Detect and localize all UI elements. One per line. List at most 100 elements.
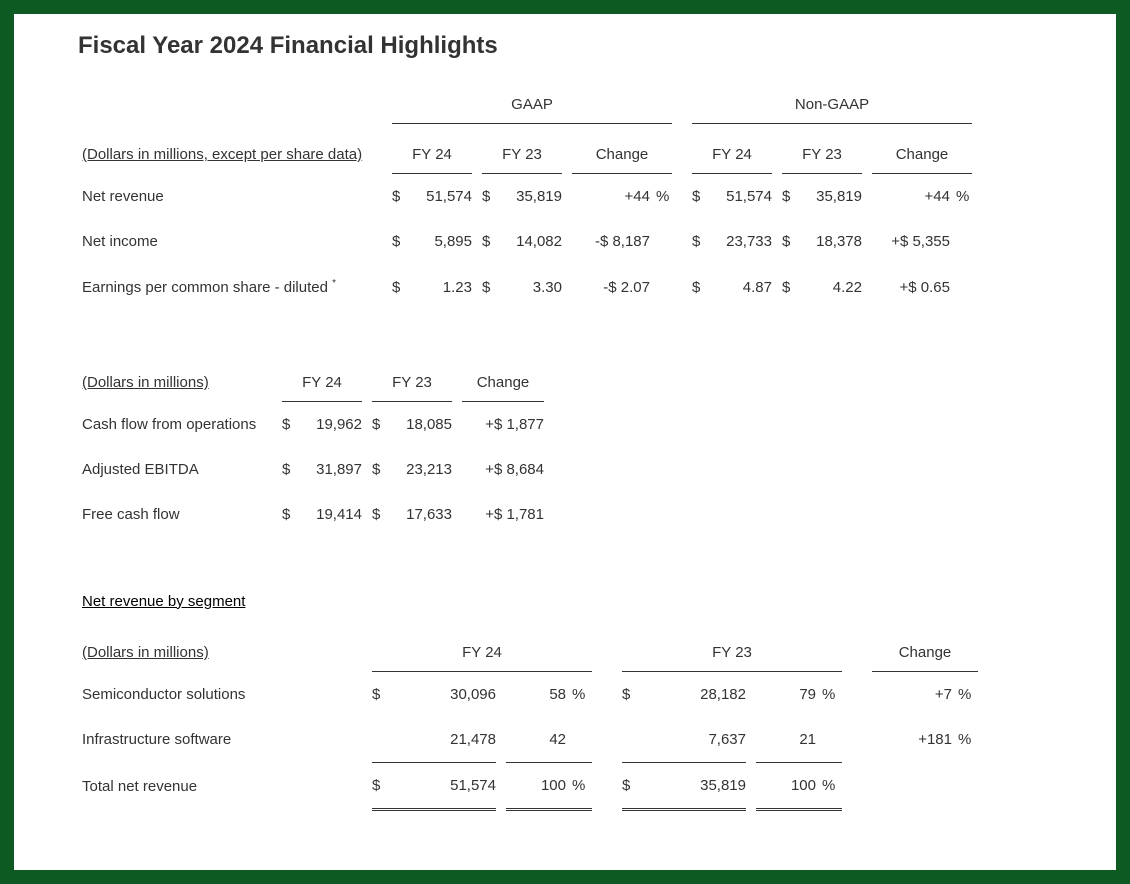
currency-symbol: $ [622, 671, 646, 717]
cell-value: -$ 2.07 [572, 264, 650, 310]
percent-symbol [950, 219, 972, 264]
cell-value: 19,962 [300, 401, 362, 447]
cashflow-table: (Dollars in millions) FY 24 FY 23 Change… [82, 366, 544, 537]
cell-value: 42 [506, 717, 566, 763]
row-label: Earnings per common share - diluted * [82, 264, 392, 310]
cell-value: -$ 8,187 [572, 219, 650, 264]
gaap-nongaap-table: GAAP Non-GAAP (Dollars in millions, exce… [82, 88, 972, 310]
cell-value: +44 [872, 173, 950, 219]
currency-symbol: $ [282, 447, 300, 492]
row-label: Total net revenue [82, 762, 372, 809]
currency-symbol: $ [372, 492, 390, 537]
row-label: Semiconductor solutions [82, 671, 372, 717]
table3-note: (Dollars in millions) [82, 636, 372, 672]
currency-symbol [372, 717, 396, 763]
cell-value: +181 [872, 717, 952, 763]
group-header-gaap: GAAP [392, 88, 672, 124]
col-fy23: FY 23 [482, 138, 562, 174]
row-label: Net income [82, 219, 392, 264]
segment-table: (Dollars in millions) FY 24 FY 23 Change… [82, 636, 978, 811]
table-row: Cash flow from operations$19,962$18,085+… [82, 401, 544, 447]
cell-value: 51,574 [710, 173, 772, 219]
cell-value: 23,733 [710, 219, 772, 264]
currency-symbol: $ [392, 264, 410, 310]
currency-symbol: $ [482, 219, 500, 264]
currency-symbol [622, 717, 646, 763]
cell-value: +$ 0.65 [872, 264, 950, 310]
cell-value: 4.87 [710, 264, 772, 310]
percent-symbol [950, 264, 972, 310]
currency-symbol: $ [782, 173, 800, 219]
row-label: Infrastructure software [82, 717, 372, 763]
cell-value: 19,414 [300, 492, 362, 537]
table-row: Earnings per common share - diluted *$1.… [82, 264, 972, 310]
percent-symbol: % [952, 671, 978, 717]
cell-value: 31,897 [300, 447, 362, 492]
percent-symbol [816, 717, 842, 763]
currency-symbol: $ [392, 219, 410, 264]
table-row: Free cash flow$19,414$17,633+$ 1,781 [82, 492, 544, 537]
cell-value: 18,085 [390, 401, 452, 447]
percent-symbol: % [566, 762, 592, 809]
t2-fy24: FY 24 [282, 366, 362, 402]
t3-change: Change [872, 636, 978, 672]
col-fy24: FY 24 [392, 138, 472, 174]
percent-symbol: % [816, 762, 842, 809]
row-label: Cash flow from operations [82, 401, 282, 447]
currency-symbol: $ [372, 762, 396, 809]
table-row: Semiconductor solutions$30,09658%$28,182… [82, 671, 978, 717]
percent-symbol: % [952, 717, 978, 763]
cell-value: 17,633 [390, 492, 452, 537]
currency-symbol: $ [282, 492, 300, 537]
cell-value: 23,213 [390, 447, 452, 492]
currency-symbol: $ [372, 671, 396, 717]
col-fy24-b: FY 24 [692, 138, 772, 174]
percent-symbol: % [566, 671, 592, 717]
cell-value [872, 762, 952, 809]
cell-value: 100 [756, 762, 816, 809]
cell-value: +$ 1,781 [462, 492, 544, 537]
currency-symbol: $ [372, 401, 390, 447]
t2-fy23: FY 23 [372, 366, 452, 402]
currency-symbol: $ [282, 401, 300, 447]
cell-value: 51,574 [396, 762, 496, 809]
cell-value: 4.22 [800, 264, 862, 310]
percent-symbol [650, 219, 672, 264]
col-change-b: Change [872, 138, 972, 174]
currency-symbol: $ [622, 762, 646, 809]
t3-fy24: FY 24 [372, 636, 592, 672]
table-row: Infrastructure software21,478427,63721+1… [82, 717, 978, 763]
col-fy23-b: FY 23 [782, 138, 862, 174]
row-label: Net revenue [82, 173, 392, 219]
cell-value: 14,082 [500, 219, 562, 264]
cell-value: 100 [506, 762, 566, 809]
page-title: Fiscal Year 2024 Financial Highlights [78, 32, 1088, 60]
cell-value: 18,378 [800, 219, 862, 264]
currency-symbol: $ [782, 219, 800, 264]
cell-value: 7,637 [646, 717, 746, 763]
percent-symbol: % [816, 671, 842, 717]
currency-symbol: $ [482, 264, 500, 310]
currency-symbol: $ [372, 447, 390, 492]
cell-value: +7 [872, 671, 952, 717]
cell-value: +$ 8,684 [462, 447, 544, 492]
percent-symbol [650, 264, 672, 310]
t3-fy23: FY 23 [622, 636, 842, 672]
table-row: Net income $5,895$14,082-$ 8,187$23,733$… [82, 219, 972, 264]
document-frame: Fiscal Year 2024 Financial Highlights [0, 0, 1130, 884]
cell-value: 58 [506, 671, 566, 717]
percent-symbol [566, 717, 592, 763]
currency-symbol: $ [692, 173, 710, 219]
cell-value: +44 [572, 173, 650, 219]
cell-value: +$ 1,877 [462, 401, 544, 447]
table-row: Adjusted EBITDA$31,897$23,213+$ 8,684 [82, 447, 544, 492]
cell-value: 35,819 [800, 173, 862, 219]
t2-change: Change [462, 366, 544, 402]
cell-value: 35,819 [500, 173, 562, 219]
cell-value: 51,574 [410, 173, 472, 219]
table-row: Net revenue $51,574$35,819+44%$51,574$35… [82, 173, 972, 219]
table2-note: (Dollars in millions) [82, 366, 282, 402]
col-change: Change [572, 138, 672, 174]
segment-heading: Net revenue by segment [82, 593, 1088, 610]
cell-value: 21,478 [396, 717, 496, 763]
